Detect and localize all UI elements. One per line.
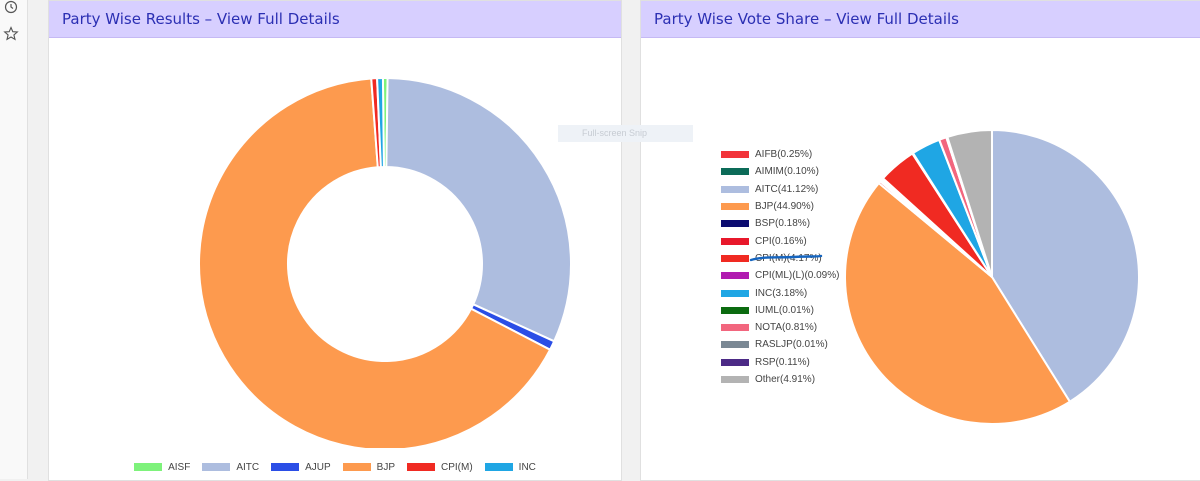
results-legend-item-ajup[interactable]: AJUP xyxy=(271,462,331,473)
legend-swatch xyxy=(202,463,231,471)
results-legend-item-inc[interactable]: INC xyxy=(484,461,536,473)
vote-share-title[interactable]: Party Wise Vote Share – View Full Detail… xyxy=(641,1,1200,38)
legend-label: AITC xyxy=(236,461,260,473)
legend-label: INC(3.18%) xyxy=(755,287,808,299)
legend-label: AITC(41.12%) xyxy=(755,183,819,195)
vote-share-legend-item-bjp[interactable]: BJP(44.90%) xyxy=(721,198,861,215)
results-legend-item-bjp[interactable]: BJP xyxy=(342,461,395,473)
legend-label: BSP(0.18%) xyxy=(755,218,811,230)
vote-share-legend-item-aimim[interactable]: AIMIM(0.10%) xyxy=(721,163,861,180)
legend-swatch xyxy=(721,220,749,228)
legend-swatch xyxy=(721,341,749,349)
vote-share-legend-item-cpi-ml-l[interactable]: CPI(ML)(L)(0.09%) xyxy=(721,267,861,284)
legend-swatch xyxy=(721,376,749,383)
legend-swatch xyxy=(721,237,749,245)
legend-swatch xyxy=(407,463,435,471)
vote-share-pie-chart xyxy=(844,128,1140,425)
legend-label: BJP xyxy=(376,461,395,473)
legend-swatch xyxy=(721,358,749,366)
legend-swatch xyxy=(721,306,749,314)
results-legend: AISF AITC AJUP BJP CPI(M) INC xyxy=(49,458,621,476)
vote-share-legend-item-rsp[interactable]: RSP(0.11%) xyxy=(721,354,861,371)
vote-share-legend-item-aifb[interactable]: AIFB(0.25%) xyxy=(721,146,861,163)
legend-label: IUML(0.01%) xyxy=(755,304,814,316)
legend-label: INC xyxy=(518,461,536,473)
vote-share-legend-item-bsp[interactable]: BSP(0.18%) xyxy=(721,215,861,232)
legend-swatch xyxy=(721,254,749,262)
vote-share-legend-item-inc[interactable]: INC(3.18%) xyxy=(721,284,861,301)
legend-label: NOTA(0.81%) xyxy=(755,322,818,334)
results-slice-aitc[interactable] xyxy=(385,77,572,343)
pen-underline-mark xyxy=(749,254,823,262)
results-slice-inc[interactable] xyxy=(376,77,385,169)
legend-label: CPI(ML)(L)(0.09%) xyxy=(755,270,840,282)
vote-share-legend-item-iuml[interactable]: IUML(0.01%) xyxy=(721,302,861,319)
legend-label: Other(4.91%) xyxy=(755,374,816,385)
star-icon[interactable] xyxy=(3,26,19,42)
legend-swatch xyxy=(134,463,163,471)
legend-swatch xyxy=(721,203,749,211)
vote-share-legend-item-rasljp[interactable]: RASLJP(0.01%) xyxy=(721,336,861,353)
vote-share-legend-item-cpi[interactable]: CPI(0.16%) xyxy=(721,232,861,249)
results-legend-item-aitc[interactable]: AITC xyxy=(202,462,259,473)
legend-swatch xyxy=(721,272,749,280)
legend-label: AIFB(0.25%) xyxy=(755,149,813,161)
legend-swatch xyxy=(271,463,300,471)
vote-share-slice-aitc[interactable] xyxy=(990,128,1140,404)
legend-swatch xyxy=(721,324,749,332)
legend-label: CPI(M) xyxy=(441,461,473,473)
legend-label: RSP(0.11%) xyxy=(755,356,810,368)
history-icon[interactable] xyxy=(3,0,19,16)
legend-label: AIMIM(0.10%) xyxy=(755,166,819,178)
legend-swatch xyxy=(721,185,749,193)
vote-share-slice-bjp[interactable] xyxy=(844,181,1072,425)
left-rail xyxy=(0,0,28,479)
legend-label: AISF xyxy=(168,461,191,473)
snip-tooltip: Full-screen Snip xyxy=(558,125,693,142)
vote-share-legend: AIFB(0.25%) AIMIM(0.10%) AITC(41.12%) BJP(4… xyxy=(721,146,861,388)
vote-share-card: Party Wise Vote Share – View Full Detail… xyxy=(640,0,1200,481)
vote-share-slice-other[interactable] xyxy=(946,128,993,278)
party-results-chart-area: AISF AITC AJUP BJP CPI(M) INC xyxy=(49,38,621,473)
vote-share-legend-item-aitc[interactable]: AITC(41.12%) xyxy=(721,181,861,198)
legend-label: CPI(0.16%) xyxy=(755,235,807,247)
legend-swatch xyxy=(721,151,749,159)
legend-label: RASLJP(0.01%) xyxy=(755,339,828,351)
vote-share-legend-item-nota[interactable]: NOTA(0.81%) xyxy=(721,319,861,336)
legend-swatch xyxy=(721,168,749,176)
results-legend-item-cpi-m[interactable]: CPI(M) xyxy=(407,462,473,473)
legend-label: AJUP xyxy=(305,461,331,473)
results-donut-chart xyxy=(198,77,572,451)
legend-swatch xyxy=(342,463,371,471)
results-legend-item-aisf[interactable]: AISF xyxy=(134,462,190,473)
legend-swatch xyxy=(721,289,749,297)
legend-swatch xyxy=(484,463,513,471)
party-results-title[interactable]: Party Wise Results – View Full Details xyxy=(49,1,621,38)
legend-label: BJP(44.90%) xyxy=(755,201,814,213)
party-results-card: Party Wise Results – View Full Details A… xyxy=(48,0,622,481)
vote-share-legend-item-other[interactable]: Other(4.91%) xyxy=(721,371,861,388)
